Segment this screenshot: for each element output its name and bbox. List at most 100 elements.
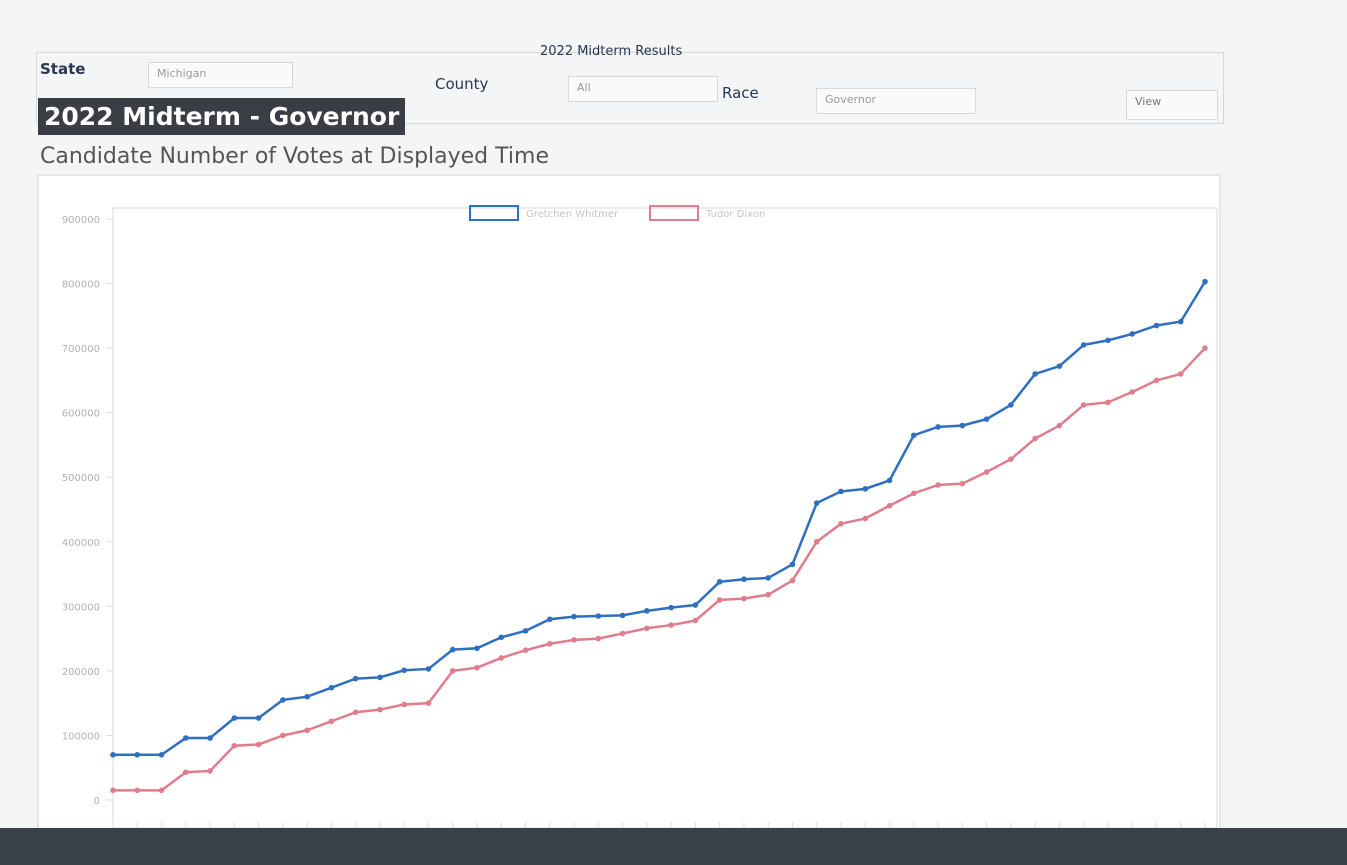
point [814,539,820,545]
point [1202,279,1208,285]
point [304,727,310,733]
chart-frame [38,175,1220,840]
point [1154,378,1160,384]
page: 2022 Midterm Results State Michigan Coun… [0,0,1347,865]
legend-label: Tudor Dixon [705,209,765,220]
point [571,614,577,620]
point [377,675,383,681]
point [256,715,262,721]
point [596,636,602,642]
point [765,592,771,598]
point [838,521,844,527]
point [134,788,140,794]
y-tick-label: 500000 [62,473,100,484]
point [450,647,456,653]
point [426,666,432,672]
point [547,641,553,647]
point [207,735,213,741]
point [765,575,771,581]
point [1154,323,1160,329]
point [1032,436,1038,442]
point [523,628,529,634]
y-tick-label: 100000 [62,731,100,742]
point [862,516,868,522]
point [110,752,116,758]
point [1105,338,1111,344]
point [280,733,286,739]
point [790,578,796,584]
point [353,676,359,682]
point [498,635,504,641]
y-tick-label: 900000 [62,215,100,226]
point [935,424,941,430]
point [280,697,286,703]
point [644,625,650,631]
point [911,491,917,497]
point [159,752,165,758]
point [183,735,189,741]
y-tick-label: 400000 [62,538,100,549]
y-tick-label: 700000 [62,344,100,355]
taskbar [0,828,1347,865]
point [862,486,868,492]
point [960,481,966,487]
point [523,647,529,653]
point [1081,342,1087,348]
point [887,478,893,484]
point [741,576,747,582]
point [693,618,699,624]
point [110,788,116,794]
point [887,503,893,509]
point [1057,363,1063,369]
point [790,562,796,568]
point [547,616,553,622]
chart: 0 100000 200000 300000 400000 500000 600000 700… [0,0,1347,865]
point [183,769,189,775]
point [741,596,747,602]
point [984,416,990,422]
point [207,768,213,774]
legend-label: Gretchen Whitmer [526,209,619,220]
point [571,637,577,643]
point [401,667,407,673]
y-tick-label: 300000 [62,602,100,613]
point [377,707,383,713]
point [668,605,674,611]
point [353,709,359,715]
point [717,597,723,603]
y-tick-label: 200000 [62,667,100,678]
point [159,788,165,794]
point [693,602,699,608]
point [984,469,990,475]
point [1202,345,1208,351]
screen: 2022 Midterm Results State Michigan Coun… [0,0,1347,865]
y-tick-label: 0 [94,796,100,807]
point [668,622,674,628]
point [256,742,262,748]
point [401,702,407,708]
point [232,743,238,749]
point [814,500,820,506]
point [620,613,626,619]
point [960,423,966,429]
point [717,579,723,585]
point [911,432,917,438]
point [498,655,504,661]
point [1081,402,1087,408]
point [1057,423,1063,429]
point [1008,402,1014,408]
point [474,645,480,651]
point [838,489,844,495]
point [620,631,626,637]
y-tick-label: 800000 [62,280,100,291]
point [644,608,650,614]
point [134,752,140,758]
point [1105,400,1111,406]
y-tick-label: 600000 [62,409,100,420]
point [1129,331,1135,337]
point [450,668,456,674]
point [596,613,602,619]
point [1129,389,1135,395]
point [474,665,480,671]
point [329,718,335,724]
